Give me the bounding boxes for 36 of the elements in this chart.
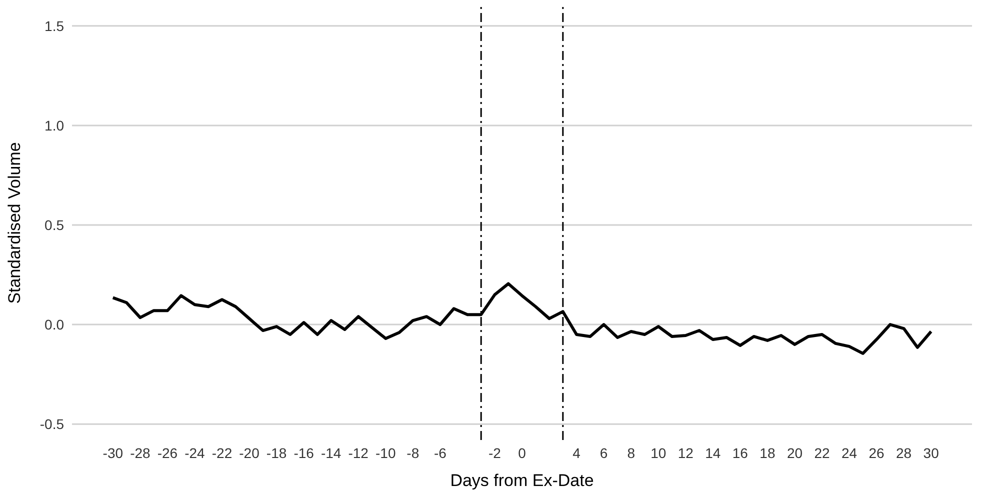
- x-tick-label: 10: [650, 444, 666, 461]
- x-tick-label: -10: [376, 444, 396, 461]
- x-tick-label: 18: [760, 444, 776, 461]
- x-tick-label: -28: [130, 444, 151, 461]
- x-tick-label: 24: [841, 444, 858, 461]
- x-axis-title: Days from Ex-Date: [450, 471, 594, 490]
- x-tick-label: 8: [627, 444, 636, 461]
- x-tick-label: 14: [705, 444, 721, 461]
- x-tick-label: 0: [518, 444, 526, 461]
- y-tick-label: 0.0: [44, 316, 64, 332]
- x-tick-label: -26: [157, 444, 178, 461]
- x-tick-label: 22: [814, 444, 830, 461]
- x-tick-label: 4: [572, 444, 581, 461]
- x-tick-label: 12: [678, 444, 694, 461]
- x-tick-label: 30: [923, 444, 940, 461]
- y-tick-label: -0.5: [40, 416, 64, 432]
- x-tick-label: 26: [868, 444, 885, 461]
- x-tick-label: 20: [786, 444, 803, 461]
- x-tick-label: -30: [102, 444, 124, 461]
- x-tick-label: -22: [212, 444, 232, 461]
- x-tick-label: -14: [320, 444, 342, 461]
- x-tick-label: -12: [348, 444, 369, 461]
- x-tick-label: -8: [406, 444, 420, 461]
- x-tick-label: -18: [266, 444, 287, 461]
- x-tick-label: 6: [600, 444, 608, 461]
- x-tick-label: 16: [732, 444, 748, 461]
- y-tick-label: 1.0: [44, 117, 64, 134]
- y-tick-label: 1.5: [44, 18, 64, 34]
- x-tick-label: -24: [184, 444, 206, 461]
- x-tick-label: -16: [294, 444, 314, 461]
- x-tick-label: -2: [488, 444, 502, 461]
- x-tick-label: -20: [239, 444, 260, 461]
- x-tick-label: -6: [434, 444, 447, 461]
- x-tick-label: 28: [896, 444, 912, 461]
- y-tick-label: 0.5: [44, 216, 64, 233]
- y-axis-title: Standardised Volume: [5, 142, 24, 304]
